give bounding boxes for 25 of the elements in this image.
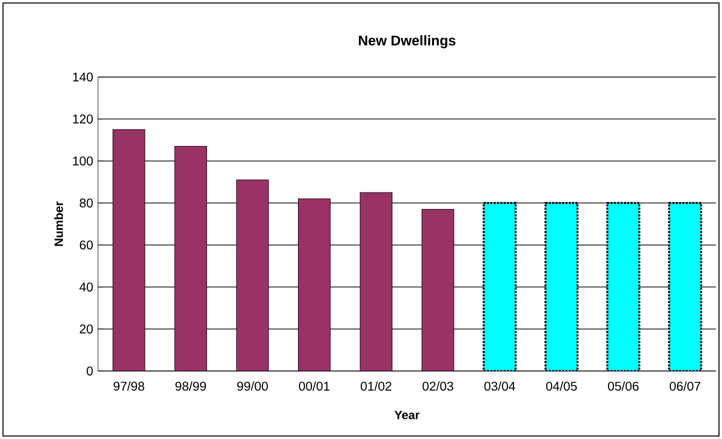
x-tick-label: 98/99 [175, 381, 206, 391]
y-tick-label: 60 [80, 240, 93, 250]
y-tick-label: 40 [80, 282, 93, 292]
x-tick-label: 04/05 [546, 381, 577, 391]
y-tick-label: 100 [73, 156, 93, 166]
y-tick-label: 120 [73, 114, 93, 124]
x-tick-label: 99/00 [237, 381, 268, 391]
x-tick-label: 03/04 [484, 381, 516, 391]
y-tick-label: 0 [86, 366, 93, 376]
x-tick-label: 01/02 [360, 381, 392, 391]
bar [606, 202, 640, 371]
y-tick-label: 140 [73, 72, 93, 82]
bar [668, 202, 702, 371]
bar [544, 202, 578, 371]
y-axis-title: Number [54, 201, 64, 246]
x-tick-label: 00/01 [298, 381, 330, 391]
y-tick-label: 20 [80, 324, 93, 334]
x-tick-label: 05/06 [608, 381, 639, 391]
x-tick-label: 97/98 [114, 381, 144, 391]
x-tick-label: 02/03 [422, 381, 454, 391]
bar [482, 202, 517, 371]
x-tick-label: 06/07 [670, 381, 700, 391]
x-axis-title: Year [394, 410, 420, 420]
y-tick-label: 80 [80, 198, 93, 208]
chart-title: New Dwellings [358, 35, 456, 48]
